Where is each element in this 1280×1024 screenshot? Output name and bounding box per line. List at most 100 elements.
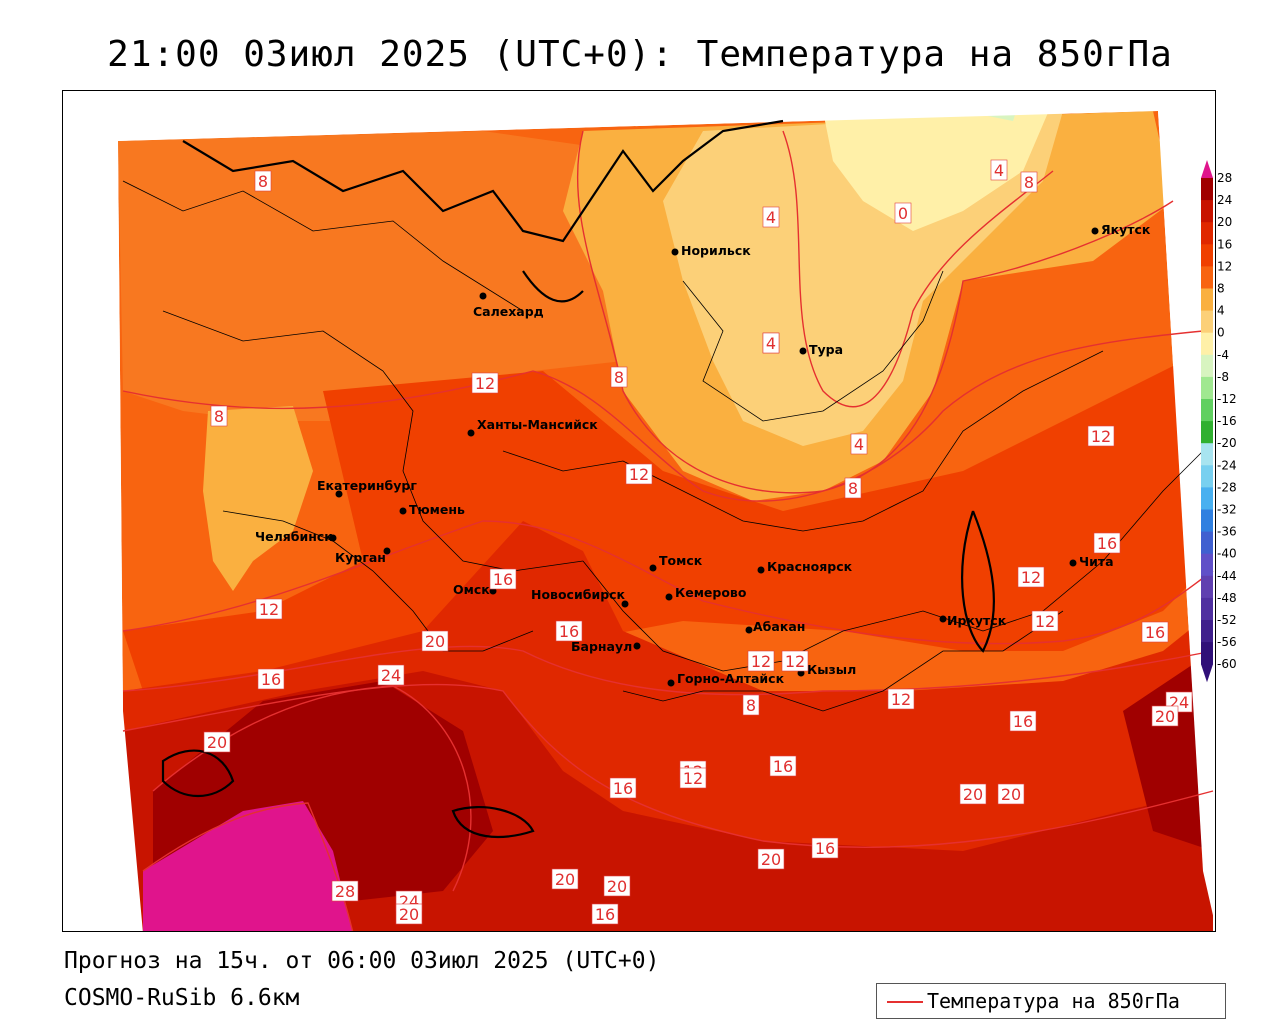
city-abakan: Абакан <box>745 619 805 634</box>
colorbar-segment <box>1201 288 1213 312</box>
isotherm-value-label: 20 <box>551 868 579 890</box>
isotherm-value-label: 4 <box>990 159 1008 181</box>
colorbar-tick-label: -32 <box>1217 503 1237 517</box>
colorbar-segment <box>1201 399 1213 422</box>
coastline <box>161 119 996 839</box>
svg-text:4: 4 <box>766 334 776 353</box>
city-gorno-altaysk: Горно-Алтайск <box>667 671 785 687</box>
colorbar-tick-label: -4 <box>1217 348 1229 362</box>
svg-text:12: 12 <box>1091 427 1111 446</box>
field-over-28 <box>143 801 353 931</box>
field-12-16 <box>123 351 1213 701</box>
svg-text:12: 12 <box>891 690 911 709</box>
colorbar-tick-label: 24 <box>1217 193 1232 207</box>
isotherm-labels: 8440484412881281216121612121620241681212… <box>203 159 1193 925</box>
isotherm-value-label: 12 <box>1031 610 1059 632</box>
colorbar-tick-label: -20 <box>1217 436 1237 450</box>
city-label: Курган <box>335 550 386 565</box>
city-label: Тюмень <box>409 502 465 517</box>
colorbar-segment <box>1201 509 1213 533</box>
colorbar-tick-label: -56 <box>1217 635 1237 649</box>
svg-text:12: 12 <box>259 600 279 619</box>
colorbar-segment <box>1201 266 1213 289</box>
isotherm-value-label: 0 <box>894 202 912 224</box>
isotherm-value-label: 20 <box>1151 705 1179 727</box>
svg-text:8: 8 <box>258 172 268 191</box>
colorbar-top-arrow <box>1201 160 1213 178</box>
isotherm-value-label: 20 <box>603 875 631 897</box>
city-label: Горно-Алтайск <box>677 671 785 686</box>
colorbar-tick-label: -36 <box>1217 525 1237 539</box>
svg-text:16: 16 <box>1013 712 1033 731</box>
city-label: Ханты-Мансийск <box>477 417 598 432</box>
city-label: Якутск <box>1101 222 1151 237</box>
colorbar-segment <box>1201 465 1213 488</box>
svg-text:4: 4 <box>854 435 864 454</box>
field-0-neg <box>823 101 1053 231</box>
city-label: Омск <box>453 582 490 597</box>
city-novosibirsk: Новосибирск <box>531 587 629 608</box>
isotherm-value-label: 16 <box>811 837 839 859</box>
isotherm-value-label: 20 <box>959 783 987 805</box>
isotherm-value-label: 16 <box>489 568 517 590</box>
city-label: Чита <box>1079 554 1114 569</box>
colorbar-segment <box>1201 354 1213 378</box>
colorbar-segment <box>1201 597 1213 621</box>
outside-domain-right <box>1158 91 1215 925</box>
isotherm-value-label: 8 <box>742 694 760 716</box>
svg-text:20: 20 <box>1155 707 1175 726</box>
isotherm-value-label: 12 <box>781 650 809 672</box>
svg-text:12: 12 <box>475 374 495 393</box>
field-urals-8 <box>203 406 313 591</box>
isotherm-value-label: 4 <box>850 433 868 455</box>
colorbar-segment <box>1201 178 1213 201</box>
city-kurgan: Курган <box>335 547 391 565</box>
city-label: Кызыл <box>807 662 856 677</box>
isotherm-value-label: 20 <box>757 848 785 870</box>
outside-domain-top <box>63 91 1215 141</box>
legend: Температура на 850гПа <box>876 983 1226 1019</box>
isotherm-value-label: 16 <box>1141 621 1169 643</box>
svg-text:16: 16 <box>613 779 633 798</box>
svg-text:16: 16 <box>815 839 835 858</box>
city-label: Новосибирск <box>531 587 626 602</box>
colorbar-tick-label: -40 <box>1217 547 1237 561</box>
colorbar-tick-label: 0 <box>1217 326 1225 340</box>
svg-text:20: 20 <box>607 877 627 896</box>
city-label: Барнаул <box>571 639 632 654</box>
forecast-info: Прогноз на 15ч. от 06:00 03июл 2025 (UTC… <box>64 948 660 974</box>
city-label: Иркутск <box>947 613 1007 628</box>
city-tyumen: Тюмень <box>399 502 465 517</box>
isotherm-value-label: 8 <box>610 366 628 388</box>
isotherm-value-label: 16 <box>1093 532 1121 554</box>
colorbar-tick-label: 8 <box>1217 282 1225 296</box>
svg-text:24: 24 <box>381 666 401 685</box>
isotherm-value-label: 4 <box>762 206 780 228</box>
colorbar-segment <box>1201 200 1213 223</box>
isotherm-value-label: 12 <box>625 463 653 485</box>
city-norilsk: Норильск <box>671 243 751 258</box>
svg-text:20: 20 <box>207 733 227 752</box>
svg-text:8: 8 <box>614 368 624 387</box>
city-label: Екатеринбург <box>317 478 417 493</box>
city-label: Салехард <box>473 304 544 319</box>
map-panel[interactable]: Норильск Якутск Салехард Тура Ханты-Манс… <box>62 90 1216 932</box>
city-salekhard: Салехард <box>473 292 544 319</box>
colorbar-segment <box>1201 376 1213 400</box>
colorbar-tick-label: -60 <box>1217 657 1237 671</box>
svg-text:16: 16 <box>559 622 579 641</box>
colorbar-tick-label: 28 <box>1217 171 1232 185</box>
colorbar-segment <box>1201 244 1213 267</box>
isotherm-value-label: 20 <box>203 731 231 753</box>
svg-text:0: 0 <box>898 204 908 223</box>
colorbar-tick-label: -28 <box>1217 480 1237 494</box>
colorbar: 28 24 20 16 12 8 4 0 -4 -8 -12 -16 -20 -24 -28 -32 -36 -4… <box>1201 160 1237 683</box>
city-label: Кемерово <box>675 585 747 600</box>
legend-label: Температура на 850гПа <box>927 989 1180 1013</box>
colorbar-tick-label: -24 <box>1217 458 1237 472</box>
colorbar-segment <box>1201 332 1213 356</box>
city-krasnoyarsk: Красноярск <box>757 559 853 574</box>
city-label: Абакан <box>753 619 805 634</box>
colorbar-segment <box>1201 531 1213 555</box>
colorbar-bottom-arrow <box>1201 664 1213 683</box>
